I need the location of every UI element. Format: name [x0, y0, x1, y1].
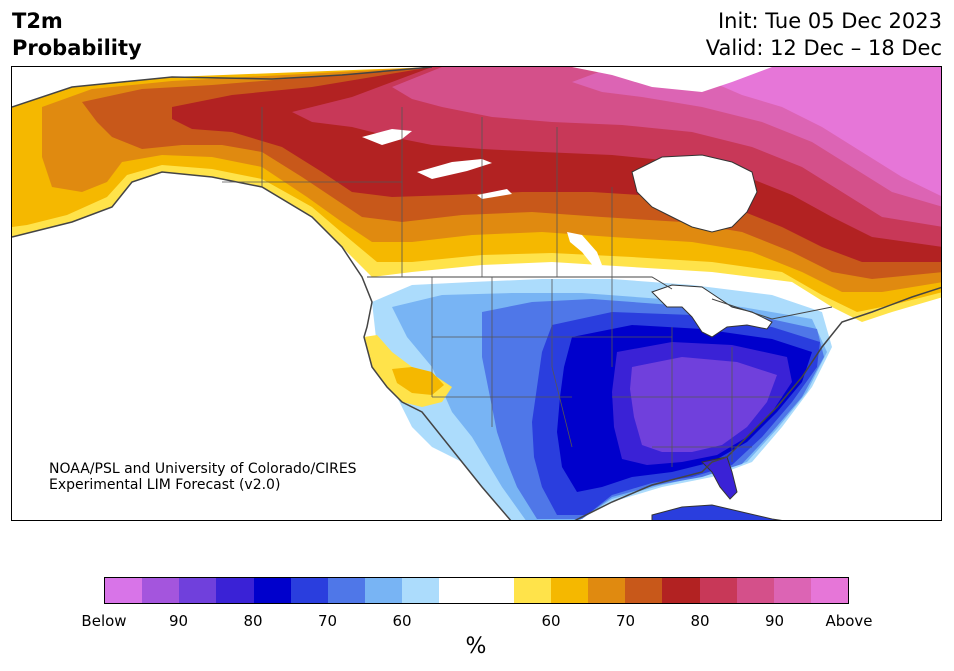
- init-date: Init: Tue 05 Dec 2023: [717, 9, 942, 33]
- colorbar-segment: [773, 578, 811, 603]
- colorbar-segment: [736, 578, 774, 603]
- lake-athabasca: [477, 189, 512, 199]
- colorbar-segment: [142, 578, 180, 603]
- data-credit: NOAA/PSL and University of Colorado/CIRE…: [49, 461, 357, 493]
- province-borders: [222, 107, 613, 279]
- colorbar-segment: [513, 578, 551, 603]
- colorbar-segment: [327, 578, 366, 603]
- probability-map: [12, 67, 941, 520]
- us-canada-border: [367, 276, 833, 320]
- colorbar-segment: [179, 578, 217, 603]
- colorbar-segment: [662, 578, 700, 603]
- colorbar-segment: [476, 578, 514, 603]
- title-quantity: Probability: [12, 36, 142, 60]
- credit-line-1: NOAA/PSL and University of Colorado/CIRE…: [49, 461, 357, 477]
- state-borders: [431, 277, 782, 467]
- colorbar-segment: [550, 578, 589, 603]
- great-bear-lake: [362, 129, 412, 145]
- colorbar-segment: [810, 578, 849, 603]
- forecast-dates: Init: Tue 05 Dec 2023 Valid: 12 Dec – 18…: [706, 8, 942, 62]
- great-slave-lake: [417, 159, 492, 179]
- colorbar-segment: [402, 578, 440, 603]
- colorbar: [104, 577, 849, 604]
- colorbar-tick-label: Below: [81, 612, 127, 630]
- northern-channels: [572, 67, 772, 92]
- colorbar-tick-label: 90: [764, 612, 785, 630]
- colorbar-tick-label: 60: [541, 612, 561, 630]
- colorbar-segment: [439, 578, 477, 603]
- colorbar-tick-label: 80: [690, 612, 710, 630]
- colorbar-tick-label: 70: [615, 612, 636, 630]
- valid-date-range: Valid: 12 Dec – 18 Dec: [705, 36, 942, 60]
- colorbar-tick-label: 60: [392, 612, 412, 630]
- warm-region-above: [712, 67, 941, 197]
- colorbar-segment: [105, 578, 143, 603]
- continent-outline: [12, 67, 941, 520]
- colorbar-segment: [365, 578, 403, 603]
- colorbar-tick-label: Above: [825, 612, 873, 630]
- colorbar-unit: %: [465, 634, 487, 659]
- hudson-bay: [631, 154, 758, 233]
- cold-region-90: [630, 357, 777, 452]
- florida: [700, 456, 738, 500]
- colorbar-tick-label: 90: [168, 612, 189, 630]
- title-variable: T2m: [12, 9, 63, 33]
- colorbar-segment: [253, 578, 291, 603]
- cuba: [651, 504, 783, 520]
- colorbar-segment: [216, 578, 254, 603]
- warm-region-california-inner: [392, 367, 444, 395]
- colorbar-segment: [625, 578, 663, 603]
- map-panel: [11, 66, 942, 521]
- colorbar-tick-label: 80: [243, 612, 263, 630]
- map-title: T2m Probability: [12, 8, 142, 62]
- great-lakes: [651, 284, 773, 338]
- colorbar-tick-label: 70: [317, 612, 338, 630]
- colorbar-segment: [290, 578, 328, 603]
- lake-winnipeg: [567, 232, 602, 267]
- colorbar-segment: [588, 578, 626, 603]
- credit-line-2: Experimental LIM Forecast (v2.0): [49, 477, 281, 493]
- colorbar-segment: [699, 578, 737, 603]
